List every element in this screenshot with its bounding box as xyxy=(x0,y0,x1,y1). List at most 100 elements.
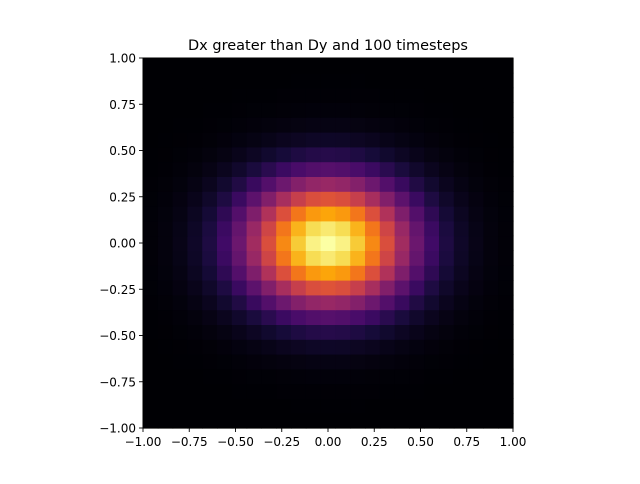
heatmap-cell xyxy=(172,87,188,103)
heatmap-cell xyxy=(187,72,203,89)
heatmap-cell xyxy=(350,176,366,192)
heatmap-cell xyxy=(172,354,188,370)
heatmap-cell xyxy=(157,58,174,74)
heatmap-cell xyxy=(439,383,455,399)
heatmap-cell xyxy=(187,250,203,266)
heatmap-cell xyxy=(305,191,322,207)
heatmap-cell xyxy=(409,132,425,148)
heatmap-cell xyxy=(379,176,396,192)
heatmap-cell xyxy=(379,206,396,222)
heatmap-cell xyxy=(394,87,410,103)
heatmap-cell xyxy=(468,102,484,118)
heatmap-cell xyxy=(468,324,484,340)
heatmap-cell xyxy=(217,324,233,340)
heatmap-cell xyxy=(350,368,366,385)
heatmap-cell xyxy=(335,146,351,163)
heatmap-cell xyxy=(246,161,262,177)
heatmap-cell xyxy=(335,220,351,237)
x-tick-label: 0.75 xyxy=(453,435,480,449)
heatmap-cell xyxy=(453,309,470,325)
heatmap-cell xyxy=(365,191,381,207)
heatmap-cell xyxy=(231,102,248,118)
heatmap-cell xyxy=(394,206,410,222)
heatmap-cell xyxy=(365,102,381,118)
heatmap-cell xyxy=(246,72,262,89)
heatmap-cell xyxy=(157,324,174,340)
heatmap-cell xyxy=(261,383,277,399)
heatmap-cell xyxy=(365,161,381,177)
heatmap-cell xyxy=(217,220,233,237)
heatmap-cell xyxy=(143,339,159,355)
heatmap-cell xyxy=(483,191,499,207)
heatmap-cell xyxy=(291,58,307,74)
heatmap-cell xyxy=(468,132,484,148)
heatmap-cell xyxy=(350,398,366,414)
heatmap-cell xyxy=(217,87,233,103)
heatmap-cell xyxy=(379,354,396,370)
heatmap-cell xyxy=(379,339,396,355)
heatmap-cell xyxy=(231,368,248,385)
heatmap-cell xyxy=(202,280,218,296)
heatmap-cell xyxy=(187,413,203,429)
heatmap-cell xyxy=(246,280,262,296)
heatmap-cell xyxy=(365,72,381,89)
heatmap-cell xyxy=(187,235,203,251)
heatmap-cell xyxy=(305,265,322,281)
heatmap-cell xyxy=(231,398,248,414)
heatmap-cell xyxy=(305,368,322,385)
heatmap-cell xyxy=(453,102,470,118)
heatmap-cell xyxy=(468,250,484,266)
heatmap-cell xyxy=(157,294,174,311)
heatmap-cell xyxy=(439,176,455,192)
x-axis: −1.00 −0.75 −0.50 −0.25 0.00 0.25 0.50 0.75 1.00 xyxy=(125,428,526,449)
heatmap-cell xyxy=(439,398,455,414)
heatmap-cell xyxy=(276,413,292,429)
heatmap-cell xyxy=(498,235,514,251)
heatmap-cell xyxy=(261,280,277,296)
heatmap-cell xyxy=(320,413,336,429)
heatmap-cell xyxy=(276,161,292,177)
heatmap-cell xyxy=(217,368,233,385)
heatmap-cell xyxy=(291,235,307,251)
heatmap-cell xyxy=(291,87,307,103)
heatmap-cell xyxy=(394,176,410,192)
heatmap-cell xyxy=(379,265,396,281)
heatmap-cell xyxy=(365,280,381,296)
heatmap-cell xyxy=(187,176,203,192)
heatmap-cell xyxy=(231,280,248,296)
heatmap-cell xyxy=(394,220,410,237)
chart-title: Dx greater than Dy and 100 timesteps xyxy=(188,38,468,54)
heatmap-cell xyxy=(424,265,440,281)
heatmap-cell xyxy=(305,280,322,296)
heatmap-cell xyxy=(291,309,307,325)
heatmap-cell xyxy=(246,309,262,325)
heatmap-cell xyxy=(350,280,366,296)
heatmap-cell xyxy=(261,220,277,237)
heatmap-cell xyxy=(276,324,292,340)
heatmap-cell xyxy=(365,58,381,74)
heatmap-cell xyxy=(453,280,470,296)
heatmap-cell xyxy=(261,413,277,429)
heatmap-cell xyxy=(394,413,410,429)
heatmap-cell xyxy=(483,280,499,296)
heatmap-cell xyxy=(468,72,484,89)
heatmap-cell xyxy=(320,265,336,281)
heatmap-cell xyxy=(291,294,307,311)
heatmap-cell xyxy=(143,294,159,311)
heatmap-cell xyxy=(439,161,455,177)
x-tick-label: 0.00 xyxy=(315,435,342,449)
heatmap-cell xyxy=(231,176,248,192)
heatmap-cell xyxy=(231,206,248,222)
heatmap-cell xyxy=(276,132,292,148)
heatmap-cell xyxy=(305,294,322,311)
heatmap-cell xyxy=(261,191,277,207)
heatmap-cell xyxy=(217,72,233,89)
heatmap-cell xyxy=(187,117,203,133)
heatmap-cell xyxy=(172,72,188,89)
heatmap-cell xyxy=(202,368,218,385)
heatmap-cell xyxy=(231,58,248,74)
heatmap-cell xyxy=(350,250,366,266)
heatmap-cell xyxy=(202,294,218,311)
x-tick-label: −0.25 xyxy=(263,435,300,449)
